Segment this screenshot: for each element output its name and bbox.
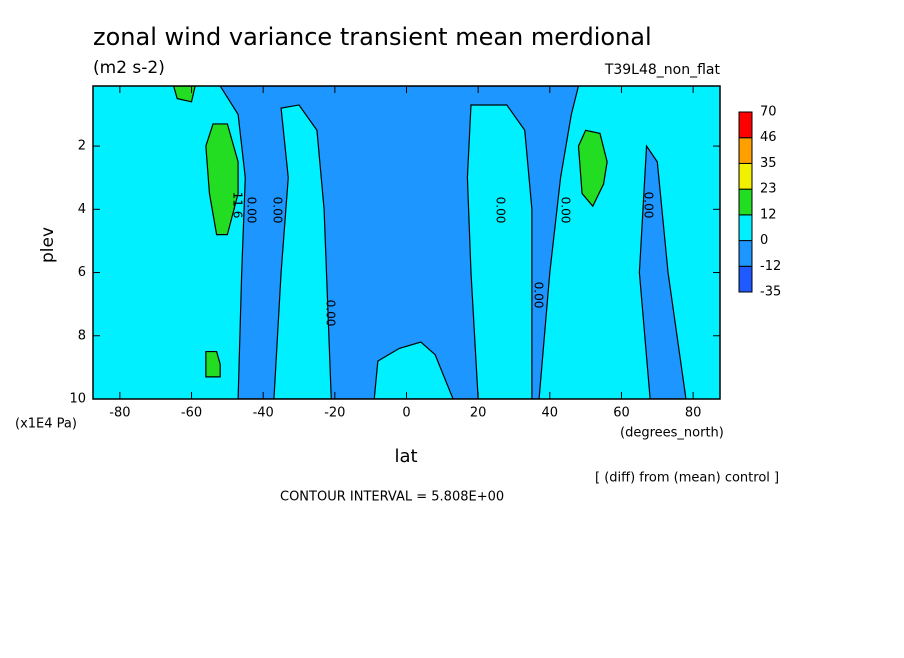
colorbar-label: 35 [760,156,777,171]
contour-region [205,350,221,378]
x-tick-label: 80 [685,406,702,421]
contour-label: 0.00 [494,197,508,224]
x-tick-label: 0 [402,406,410,421]
contour-region [577,129,608,208]
y-tick-label: 10 [69,392,86,407]
y-axis-label: plev [38,227,58,263]
contour-region [466,104,533,399]
contour-label: 0.00 [245,197,259,224]
contour-label: 0.00 [532,282,546,309]
colorbar-box [738,137,753,164]
x-tick-label: -80 [109,406,130,421]
contour-region [373,341,454,399]
colorbar-label: 70 [760,105,777,120]
colorbar-label: -35 [760,285,781,300]
colorbar-label: 0 [760,233,768,248]
colorbar-box [738,240,753,267]
y-unit: (x1E4 Pa) [15,417,77,432]
contour-interval: CONTOUR INTERVAL = 5.808E+00 [280,490,504,505]
x-axis-label: lat [394,446,417,467]
contour-region [273,104,332,399]
x-tick-label: -40 [253,406,274,421]
note: [ (diff) from (mean) control ] [595,471,779,486]
y-tick-label: 6 [78,265,86,280]
contour-label: 0.00 [642,192,656,219]
contour-label: 0.00 [271,197,285,224]
x-tick-label: 40 [542,406,559,421]
y-tick-label: 4 [78,202,86,217]
x-tick-label: -60 [181,406,202,421]
contour-region [205,123,239,236]
contour-label: 11.6 [231,192,245,219]
y-tick-label: 2 [78,139,86,154]
colorbar-label: 23 [760,182,777,197]
subtitle: (m2 s-2) [93,58,165,78]
colorbar-label: 12 [760,207,777,222]
x-tick-label: 60 [613,406,630,421]
x-unit: (degrees_north) [620,426,724,441]
colorbar-box [738,188,753,216]
colorbar-label: 46 [760,130,777,145]
colorbar-label: -12 [760,259,781,274]
contour-region [172,86,196,103]
x-tick-label: 20 [470,406,487,421]
contour-region [638,144,687,399]
x-tick-label: -20 [324,406,345,421]
colorbar-box [738,265,753,293]
run-label: T39L48_non_flat [604,62,721,78]
contour-label: 0.00 [324,300,338,327]
y-tick-label: 8 [78,328,86,343]
colorbar-box [738,162,753,190]
colorbar-box [738,214,753,242]
contour-field [93,86,720,399]
chart-title: zonal wind variance transient mean merdi… [93,23,652,51]
colorbar-box [738,111,753,139]
contour-label: 0.00 [559,197,573,224]
